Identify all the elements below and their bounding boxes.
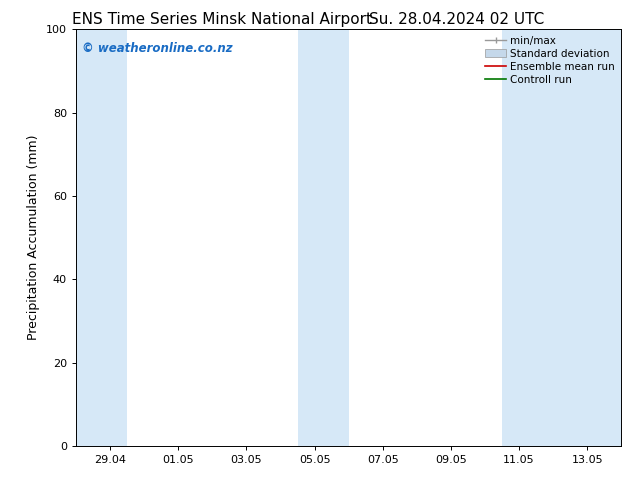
Bar: [502, 29, 621, 446]
Text: ENS Time Series Minsk National Airport: ENS Time Series Minsk National Airport: [72, 12, 372, 27]
Legend: min/max, Standard deviation, Ensemble mean run, Controll run: min/max, Standard deviation, Ensemble me…: [481, 31, 619, 89]
Y-axis label: Precipitation Accumulation (mm): Precipitation Accumulation (mm): [27, 135, 41, 341]
Text: Su. 28.04.2024 02 UTC: Su. 28.04.2024 02 UTC: [369, 12, 544, 27]
Bar: [76, 29, 127, 446]
Bar: [297, 29, 349, 446]
Text: © weatheronline.co.nz: © weatheronline.co.nz: [82, 42, 232, 55]
